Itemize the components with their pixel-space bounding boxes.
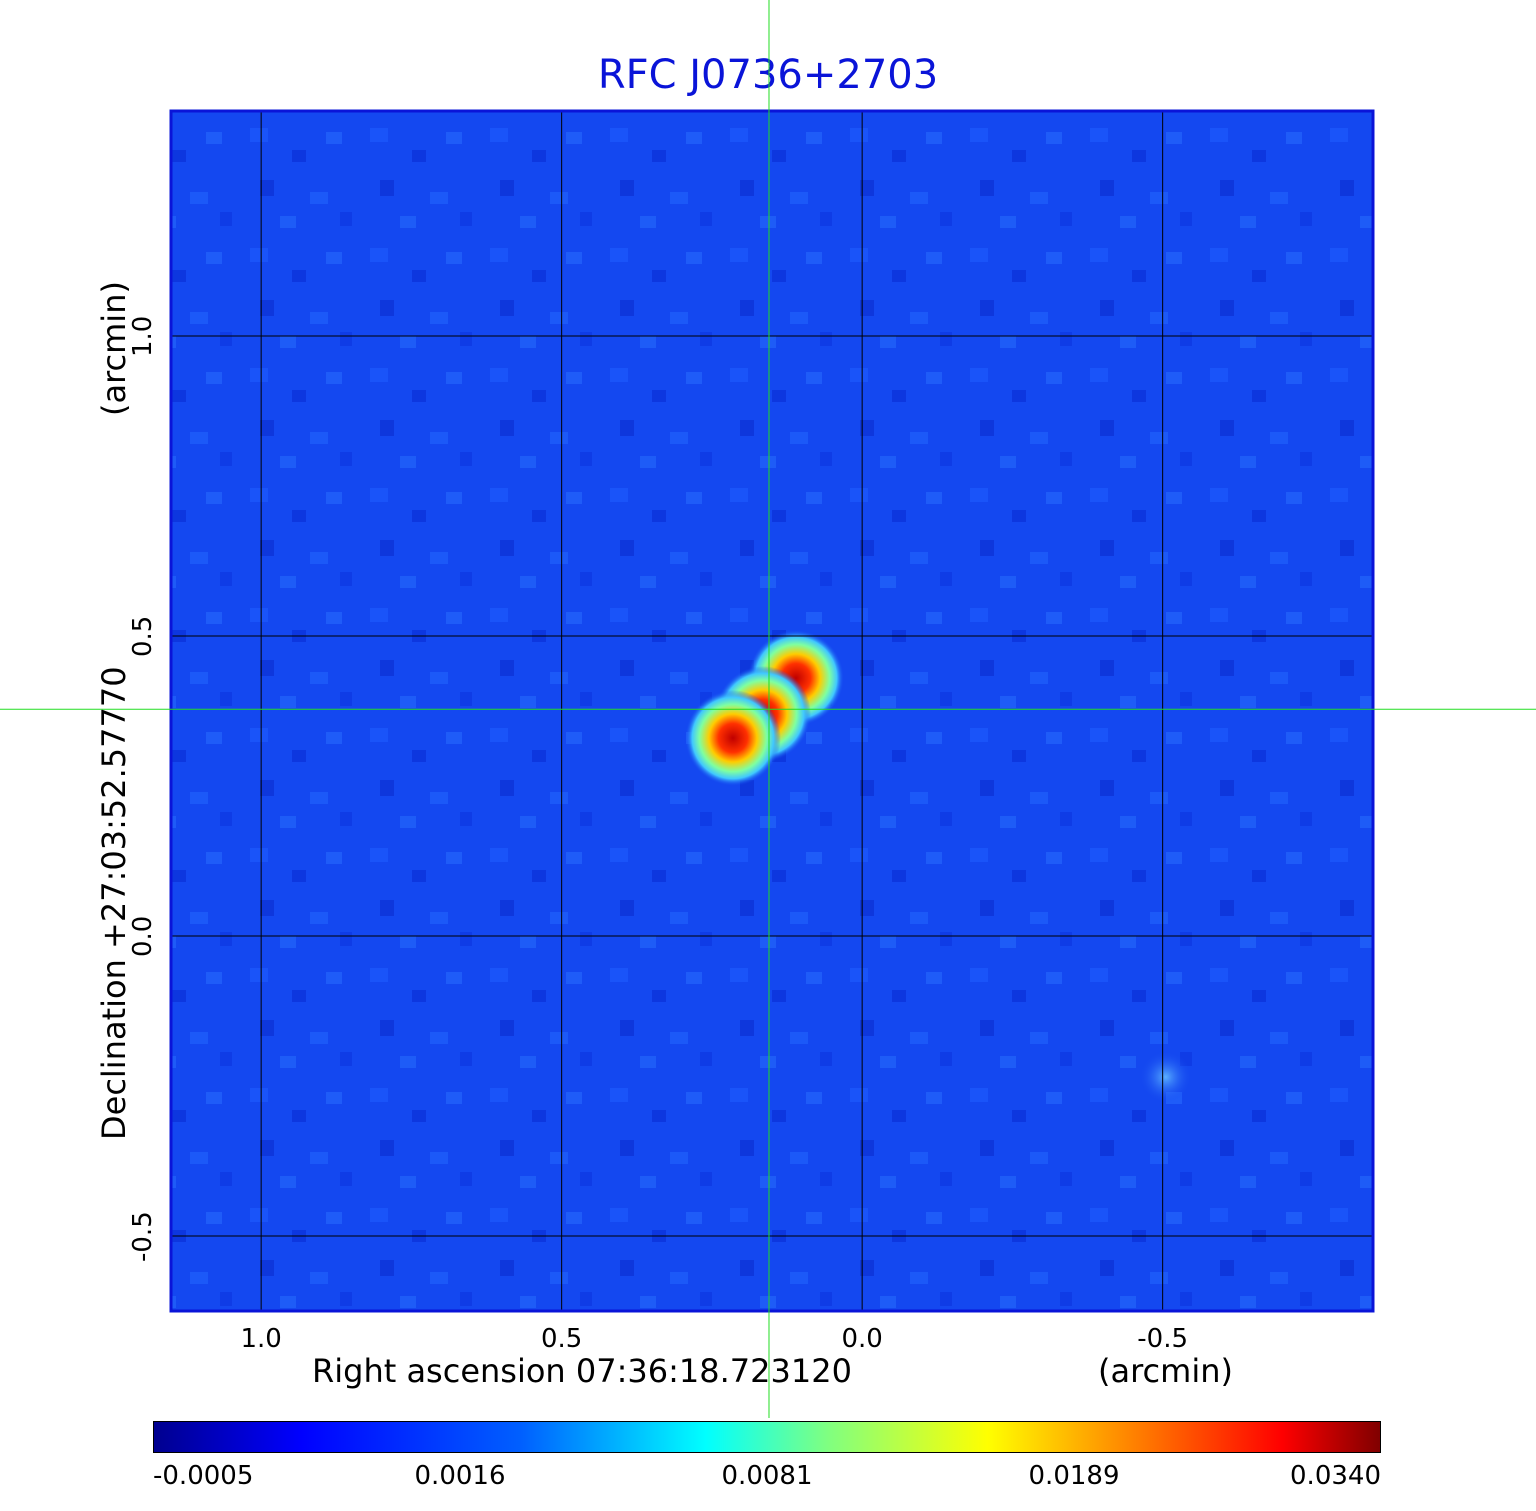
colorbar-tick-label: -0.0005 <box>153 1461 254 1491</box>
faint-source-blob <box>1139 1051 1192 1103</box>
sources-layer <box>684 630 1192 1103</box>
x-tick-label: 1.0 <box>240 1324 282 1354</box>
x-tick-label: -0.5 <box>1137 1324 1189 1354</box>
y-tick-label: -0.5 <box>128 1210 158 1262</box>
colorbar-tick-label: 0.0016 <box>414 1461 506 1491</box>
source-blob <box>684 690 781 786</box>
y-axis-label: Declination +27:03:52.57770 <box>95 666 133 1140</box>
x-axis-unit: (arcmin) <box>1098 1352 1233 1390</box>
y-axis-unit: (arcmin) <box>95 281 133 416</box>
x-tick-label: 0.0 <box>841 1324 883 1354</box>
chart-title: RFC J0736+2703 <box>597 52 939 98</box>
sky-image <box>0 0 1536 1418</box>
colorbar-tick-label: 0.0340 <box>1290 1461 1381 1491</box>
colorbar-tick-label: 0.0189 <box>1028 1461 1120 1491</box>
colorbar-tick-label: 0.0081 <box>721 1461 813 1491</box>
x-tick-label: 0.5 <box>540 1324 583 1354</box>
grid-layer <box>171 111 1373 1311</box>
plot-frame <box>169 109 1375 1313</box>
y-tick-label: 0.5 <box>128 615 158 657</box>
x-axis-label: Right ascension 07:36:18.723120 <box>312 1352 852 1390</box>
crosshair-layer <box>0 0 1536 1418</box>
colorbar <box>153 1421 1381 1453</box>
